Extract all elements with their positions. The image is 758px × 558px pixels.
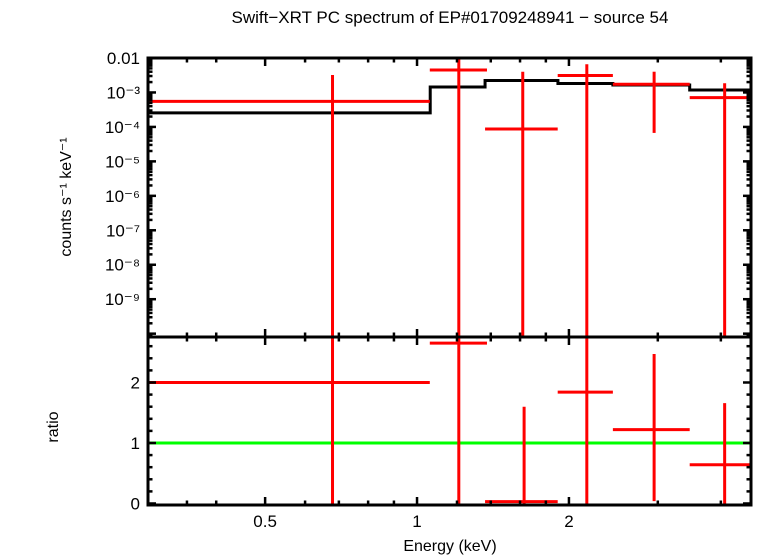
y-tick-label: 10⁻⁶ (105, 187, 140, 206)
x-axis-label: Energy (keV) (403, 538, 496, 555)
x-tick-labels: 0.5 1 2 (253, 512, 573, 531)
ratio-y-ticks-labels: 0 1 2 (131, 373, 140, 513)
spectrum-y-ticks (148, 56, 751, 339)
x-tick-label: 2 (564, 512, 573, 531)
x-tick-label: 0.5 (253, 512, 277, 531)
y-tick-label: 2 (131, 373, 140, 392)
model-line (148, 78, 751, 115)
spectrum-y-axis-label: counts s⁻¹ keV⁻¹ (58, 137, 75, 256)
ratio-y-axis-label: ratio (45, 411, 62, 442)
y-tick-label: 1 (131, 434, 140, 453)
plot-generated-content: 0.5 1 2 0.01 10⁻³ 10⁻⁴ 10⁻⁵ 10⁻⁶ 10⁻⁷ 10⁻⁸ 10⁻⁹ 0 1 2 (105, 49, 753, 531)
y-tick-label: 10⁻⁴ (105, 118, 140, 137)
panel-frames (146, 56, 753, 507)
y-tick-label: 10⁻⁹ (105, 290, 140, 309)
x-tick-label: 1 (412, 512, 421, 531)
y-tick-label: 10⁻³ (106, 83, 140, 102)
y-tick-label: 10⁻⁸ (105, 256, 140, 275)
x-axis-ticks (185, 58, 723, 505)
spectrum-error-bars (148, 58, 751, 337)
y-tick-label: 10⁻⁵ (105, 152, 140, 171)
spectrum-y-ticks-labels: 0.01 10⁻³ 10⁻⁴ 10⁻⁵ 10⁻⁶ 10⁻⁷ 10⁻⁸ 10⁻⁹ (105, 49, 141, 309)
y-tick-label: 10⁻⁷ (106, 221, 140, 240)
y-tick-label: 0.01 (107, 49, 140, 68)
ratio-error-bars (148, 337, 751, 505)
ratio-y-ticks (148, 344, 751, 505)
y-tick-label: 0 (131, 494, 140, 513)
plot-title: Swift−XRT PC spectrum of EP#01709248941 … (232, 8, 669, 27)
